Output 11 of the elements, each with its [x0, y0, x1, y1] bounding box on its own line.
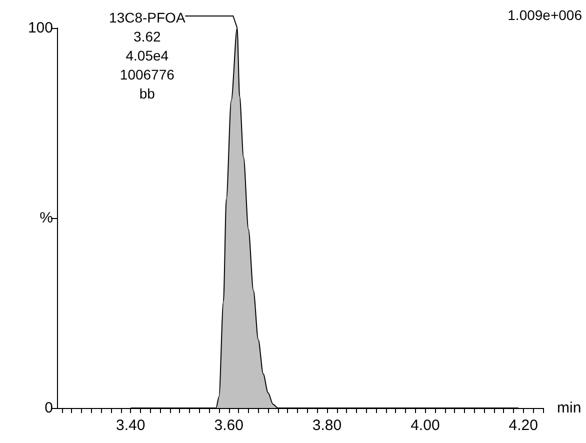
x-tick-label: 4.00	[410, 417, 440, 434]
x-tick-label: 4.20	[508, 417, 538, 434]
annotation: 13C8-PFOA 3.62 4.05e4 1006776 bb	[109, 10, 186, 102]
x-tick-label: 3.40	[116, 417, 146, 434]
text: 1.009e+006	[508, 7, 582, 23]
y-tick-label: 0	[44, 400, 53, 416]
x-tick-label: 3.80	[312, 417, 342, 434]
y-tick-label: 100	[28, 20, 53, 36]
x-axis-title: min	[557, 400, 582, 416]
y-tick-label: %	[40, 210, 53, 226]
x-tick-label: 3.60	[214, 417, 244, 434]
